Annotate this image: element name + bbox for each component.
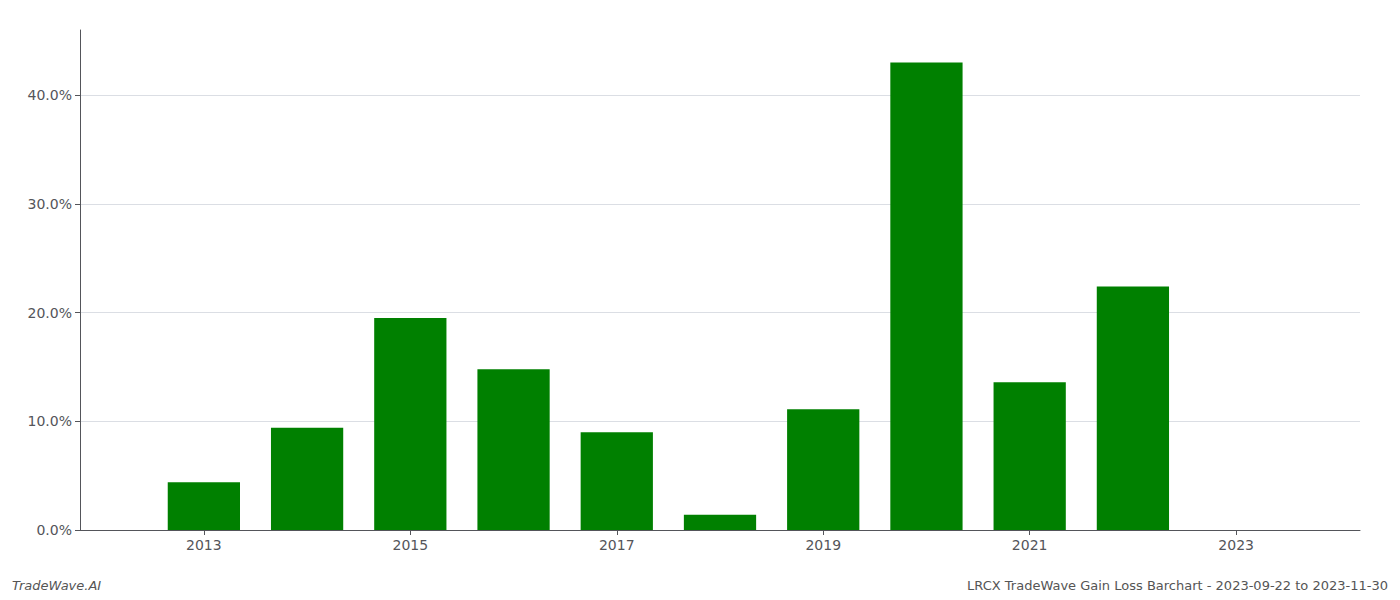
svg-text:LRCX TradeWave Gain Loss Barch: LRCX TradeWave Gain Loss Barchart - 2023… — [967, 578, 1388, 593]
svg-text:2013: 2013 — [186, 537, 222, 553]
svg-text:0.0%: 0.0% — [36, 522, 72, 538]
svg-text:10.0%: 10.0% — [28, 413, 72, 429]
svg-text:20.0%: 20.0% — [28, 305, 72, 321]
svg-text:TradeWave.AI: TradeWave.AI — [12, 578, 101, 593]
svg-text:2023: 2023 — [1218, 537, 1254, 553]
svg-text:2021: 2021 — [1012, 537, 1048, 553]
svg-text:2015: 2015 — [393, 537, 429, 553]
svg-text:2017: 2017 — [599, 537, 635, 553]
svg-text:40.0%: 40.0% — [28, 87, 72, 103]
svg-text:2019: 2019 — [805, 537, 841, 553]
svg-text:30.0%: 30.0% — [28, 196, 72, 212]
